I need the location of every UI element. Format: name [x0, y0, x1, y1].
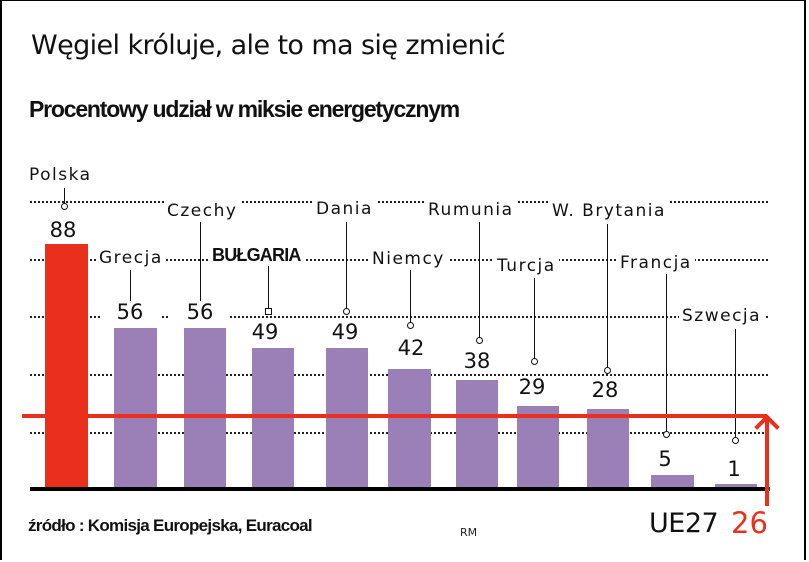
value-grecja: 56: [100, 301, 160, 323]
value-turcja: 29: [502, 376, 562, 398]
label-rumunia: Rumunia: [425, 200, 517, 220]
value-francja: 5: [635, 448, 695, 470]
ue27-label: UE27: [649, 508, 719, 539]
ue27-arrow-shaft: [765, 420, 769, 506]
leader-line: [666, 274, 667, 432]
bar-w-brytania: [587, 409, 629, 489]
leader-dot: [61, 203, 68, 210]
leader-line: [64, 188, 65, 204]
leader-dot: [407, 322, 414, 329]
leader-line: [200, 222, 201, 306]
leader-line: [534, 278, 535, 360]
x-axis-baseline: [30, 487, 770, 491]
value-bulgaria: 49: [235, 321, 295, 343]
label-szwecja: Szwecja: [679, 306, 765, 326]
value-dania: 49: [315, 321, 375, 343]
bar-polska: [45, 244, 88, 489]
bar-rumunia: [456, 380, 498, 489]
leader-line: [268, 266, 269, 310]
ue27-reference-line: [22, 414, 767, 418]
label-dania: Dania: [313, 199, 376, 219]
leader-dot: [732, 437, 739, 444]
label-niemcy: Niemcy: [369, 249, 448, 269]
leader-line: [479, 222, 480, 338]
bar-niemcy: [388, 369, 431, 489]
grid-line: [30, 201, 768, 203]
label-w-brytania: W. Brytania: [549, 201, 669, 221]
label-francja: Francja: [617, 253, 695, 273]
bar-czechy: [184, 328, 226, 489]
source-note: źródło : Komisja Europejska, Euracoal: [28, 516, 313, 535]
label-grecja: Grecja: [96, 248, 166, 268]
grid-line: [30, 316, 768, 318]
leader-dot: [476, 337, 483, 344]
label-czechy: Czechy: [164, 201, 241, 221]
ue27-value: 26: [731, 506, 768, 540]
leader-dot: [343, 308, 350, 315]
value-rumunia: 38: [447, 350, 507, 372]
value-niemcy: 42: [381, 337, 441, 359]
leader-line: [735, 329, 736, 439]
bar-dania: [326, 348, 368, 489]
author-initials: RM: [460, 526, 478, 539]
value-szwecja: 1: [704, 458, 764, 480]
label-polska: Polska: [26, 165, 95, 185]
leader-dot: [604, 367, 611, 374]
leader-dot: [531, 358, 538, 365]
bar-bulgaria: [252, 348, 294, 489]
bar-turcja: [517, 406, 559, 489]
chart-subtitle: Procentowy udział w miksie energetycznym: [29, 96, 460, 122]
bar-szwecja: [715, 484, 757, 489]
value-w-brytania: 28: [575, 379, 635, 401]
leader-dot: [663, 431, 670, 438]
bar-francja: [651, 475, 694, 489]
leader-line: [346, 222, 347, 310]
value-polska: 88: [33, 219, 93, 241]
leader-line: [607, 224, 608, 369]
bar-grecja: [114, 328, 157, 489]
value-czechy: 56: [170, 301, 230, 323]
chart-title: Węgiel króluje, ale to ma się zmienić: [31, 30, 506, 61]
label-turcja: Turcja: [494, 256, 559, 276]
leader-line: [410, 270, 411, 323]
label-bulgaria: BUŁGARIA: [209, 245, 304, 265]
leader-line: [130, 270, 131, 306]
leader-dot: [265, 308, 272, 315]
